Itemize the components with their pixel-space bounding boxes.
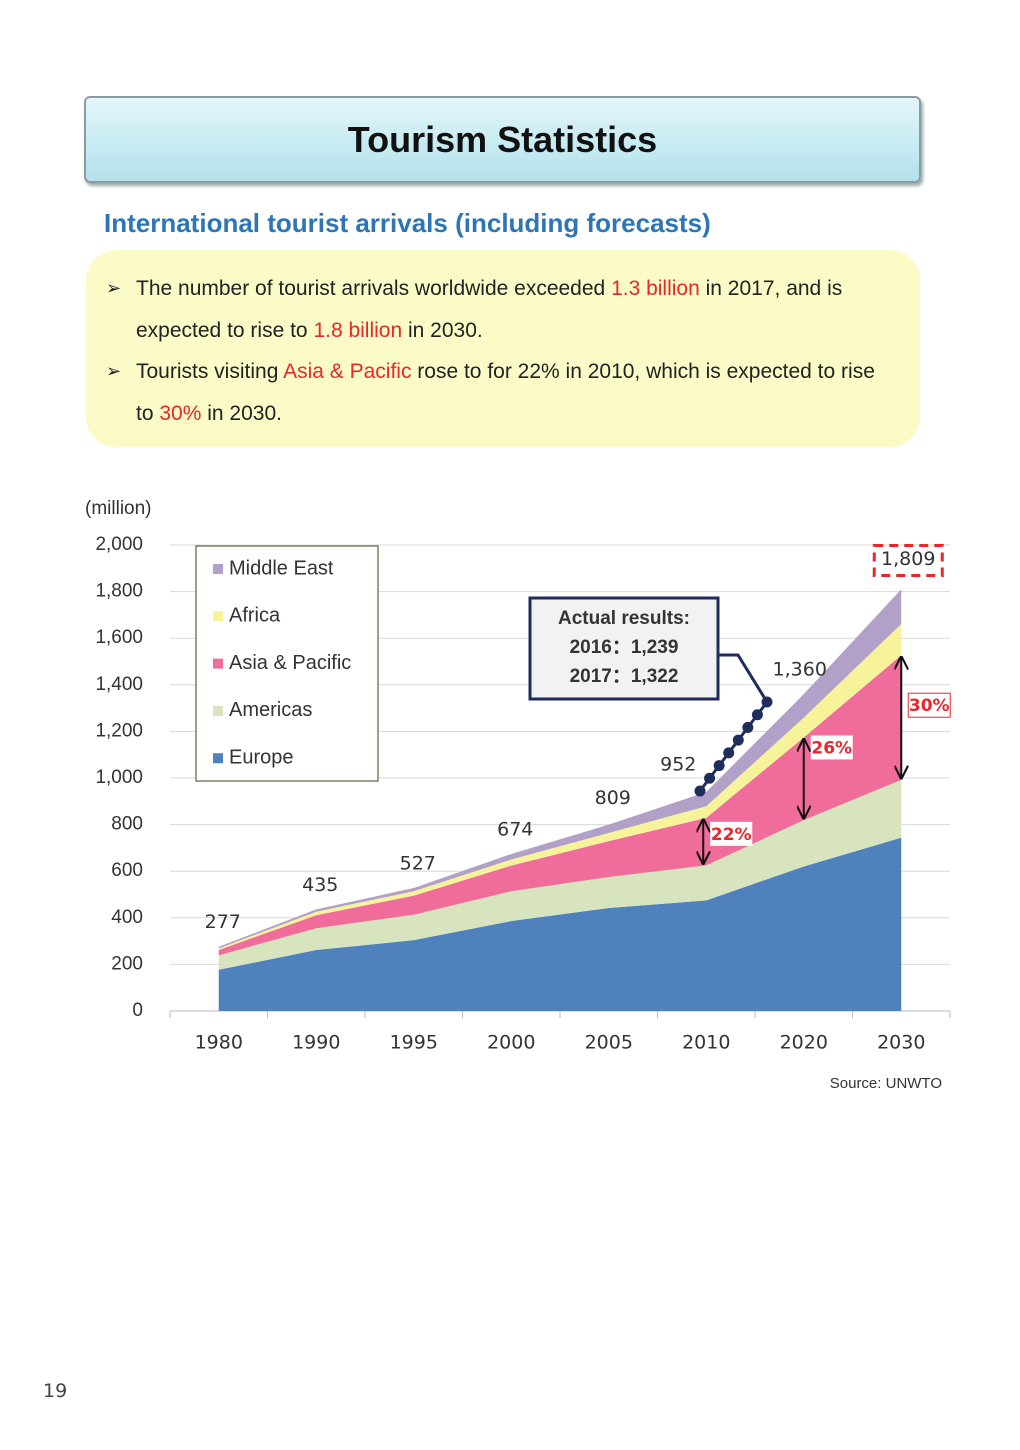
- legend-swatch: [213, 753, 223, 764]
- share-box: [710, 821, 753, 846]
- bullet-text: in 2030.: [201, 401, 282, 425]
- actual-dot: [713, 760, 725, 772]
- y-tick-label: 200: [111, 953, 143, 974]
- chart: (million) 0 200 400 600 800 1,000 1,200 1,400 1,…: [85, 498, 951, 1054]
- total-label: 1,360: [773, 659, 827, 681]
- source: Source: UNWTO: [829, 1075, 942, 1092]
- actual-dot: [761, 696, 773, 708]
- total-label: 952: [660, 754, 696, 776]
- legend-label: Europe: [229, 746, 294, 768]
- actual-dot: [751, 709, 763, 721]
- total-label: 527: [400, 853, 436, 875]
- legend-swatch: [213, 564, 223, 574]
- highlight-text: 30%: [159, 401, 202, 425]
- y-tick-label: 1,200: [95, 720, 143, 741]
- actual-dot: [742, 721, 754, 733]
- total-label: 277: [205, 911, 241, 933]
- y-tick-label: 1,400: [95, 674, 143, 695]
- area: [218, 837, 902, 1011]
- actual-dot: [723, 747, 735, 759]
- legend-box: [195, 545, 379, 782]
- y-tick-label: 600: [111, 860, 143, 881]
- actual-results: Actual results: 2016：1,239 2017：1,322: [528, 596, 773, 797]
- callout-line: [718, 653, 769, 703]
- y-tick-label: 800: [111, 814, 143, 835]
- y-tick-label: 2,000: [95, 534, 143, 555]
- total-label: 435: [302, 874, 338, 896]
- share-box: [907, 692, 951, 718]
- legend-label: Americas: [229, 699, 312, 721]
- x-tick-label: 2020: [780, 1032, 828, 1054]
- bullet: The number of tourist arrivals worldwide…: [106, 268, 896, 351]
- callout-title: Actual results:: [558, 608, 690, 629]
- x-tick-label: 1995: [390, 1032, 438, 1054]
- share-label: 22%: [711, 825, 752, 845]
- area: [218, 779, 902, 970]
- actual-dot: [694, 785, 706, 797]
- y-tick-label: 0: [132, 1000, 143, 1021]
- legend-label: Africa: [229, 605, 281, 627]
- bullet-text: The number of tourist arrivals worldwide…: [136, 277, 612, 300]
- highlight-text: 1.3 billion: [611, 277, 700, 300]
- x-tick-label: 2000: [487, 1032, 535, 1054]
- summary-box: The number of tourist arrivals worldwide…: [86, 250, 920, 447]
- legend-swatch: [213, 658, 223, 669]
- y-tick-label: 1,800: [95, 581, 143, 602]
- bullet: Tourists visiting Asia & Pacific rose to…: [106, 351, 896, 434]
- actual-dot: [732, 734, 744, 746]
- x-tick-label: 1980: [195, 1032, 243, 1054]
- share-label: 26%: [811, 738, 852, 758]
- share-box: [810, 735, 853, 760]
- total-label: 809: [595, 787, 631, 809]
- callout-line-text: 2016：1,239: [570, 637, 679, 658]
- y-tick-label: 1,600: [95, 627, 143, 648]
- bullet-text: Tourists visiting: [136, 360, 284, 383]
- y-tick-label: 1,000: [95, 767, 143, 788]
- x-tick-label: 2030: [877, 1032, 925, 1054]
- page-number: 19: [43, 1380, 68, 1402]
- area: [218, 655, 902, 956]
- highlight-text: 1.8 billion: [313, 318, 403, 342]
- x-tick-label: 2010: [682, 1032, 730, 1054]
- section-title: International tourist arrivals (includin…: [104, 208, 711, 238]
- callout-box: [528, 596, 720, 701]
- legend-swatch: [213, 705, 223, 716]
- x-tick-label: 2005: [585, 1032, 633, 1054]
- bullet-text: in 2030.: [402, 318, 483, 342]
- highlight-box: [872, 544, 944, 578]
- actual-dot: [704, 772, 716, 784]
- share-label: 30%: [909, 696, 950, 716]
- legend-label: Asia & Pacific: [229, 652, 351, 674]
- legend-swatch: [213, 611, 223, 622]
- bullet-text: in 2017, and is expected to rise to: [136, 277, 843, 342]
- bullet-text: rose to for 22% in 2010, which is expect…: [136, 360, 875, 425]
- total-label: 674: [497, 818, 533, 840]
- page-title: Tourism Statistics: [84, 96, 921, 183]
- legend-label: Middle East: [229, 557, 334, 579]
- y-tick-label: 400: [111, 907, 143, 928]
- callout-line-text: 2017：1,322: [570, 666, 679, 687]
- y-axis-label: (million): [85, 498, 152, 519]
- total-label: 1,809: [881, 548, 935, 570]
- highlight-text: Asia & Pacific: [283, 360, 412, 383]
- x-tick-label: 1990: [292, 1032, 340, 1054]
